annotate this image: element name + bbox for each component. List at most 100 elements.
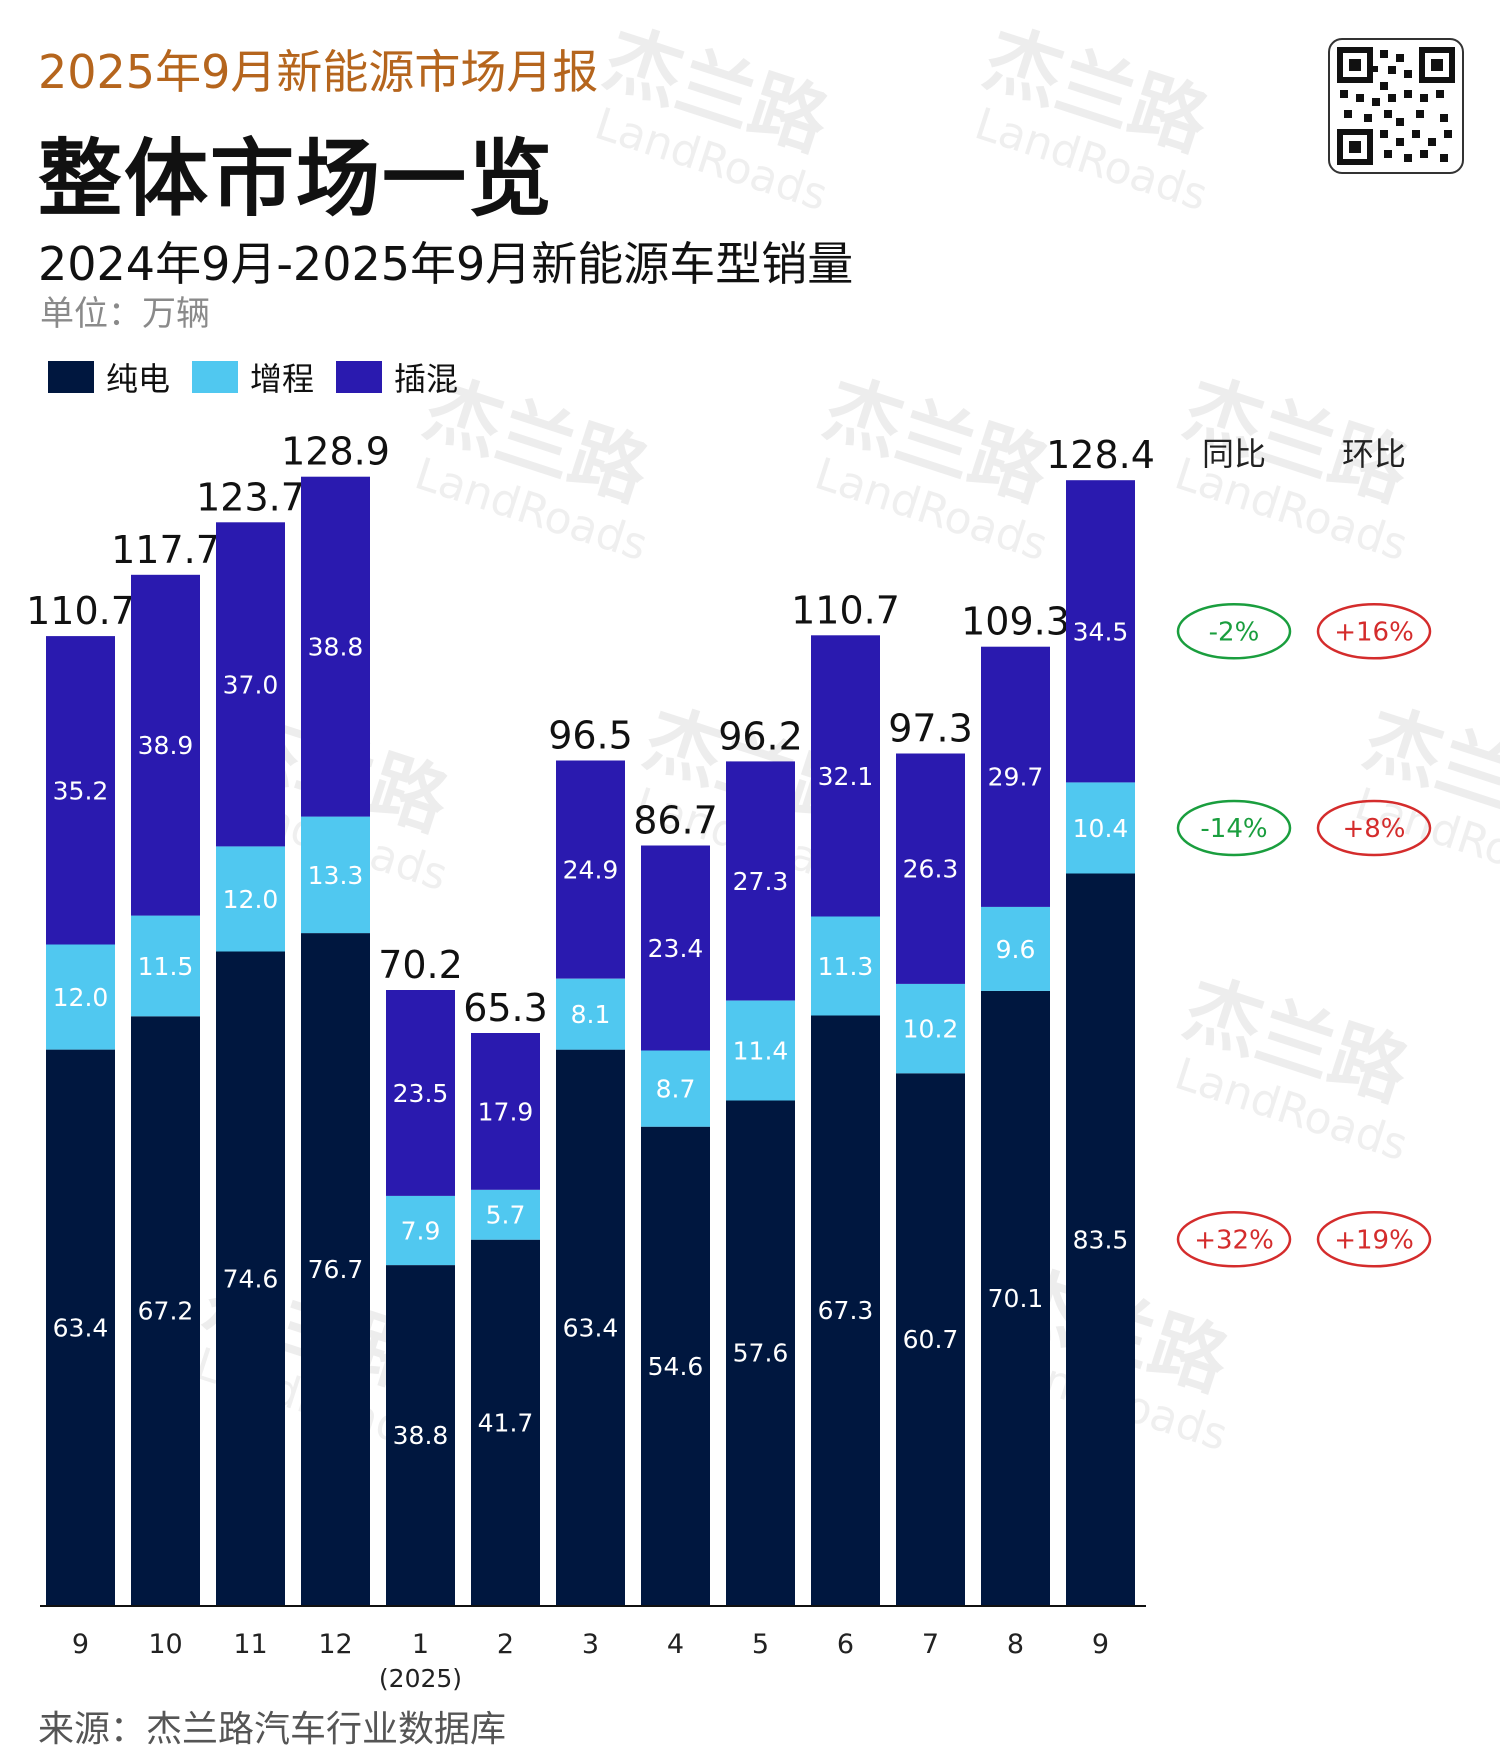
yoy-header: 同比	[1202, 435, 1266, 473]
bar-segment-erev	[131, 915, 200, 1017]
data-label-phev: 23.4	[648, 934, 704, 963]
bar-segment-bev	[641, 1126, 710, 1605]
data-label-phev: 38.9	[138, 731, 194, 760]
x-tick-label: 3	[582, 1629, 599, 1660]
bar-segment-phev	[131, 574, 200, 916]
bar-segment-erev	[726, 1000, 795, 1101]
bar-segment-phev	[386, 990, 455, 1196]
bar-segment-bev	[726, 1100, 795, 1605]
data-label-bev: 67.3	[818, 1296, 874, 1325]
data-label-bev: 63.4	[53, 1313, 109, 1342]
legend-swatch-erev	[192, 361, 239, 393]
data-label-bev: 57.6	[733, 1339, 789, 1368]
total-label: 97.3	[888, 707, 973, 751]
bar-segment-erev	[46, 944, 115, 1050]
change-value-mom: +19%	[1334, 1225, 1414, 1255]
change-value-yoy: -2%	[1209, 617, 1260, 647]
total-label: 65.3	[463, 986, 548, 1030]
change-badge-mom	[1316, 1211, 1432, 1268]
unit-label: 单位：万辆	[40, 294, 210, 334]
total-label: 110.7	[26, 589, 135, 633]
bar-segment-phev	[471, 1033, 540, 1190]
x-tick-label: 12	[318, 1629, 352, 1660]
total-label: 109.3	[961, 600, 1070, 644]
data-label-erev: 11.4	[733, 1037, 789, 1066]
data-label-phev: 24.9	[563, 856, 619, 885]
mom-header: 环比	[1342, 435, 1406, 473]
data-label-phev: 29.7	[988, 763, 1044, 792]
bar-segment-erev	[981, 906, 1050, 991]
total-label: 96.5	[548, 714, 633, 758]
total-label: 110.7	[791, 588, 900, 632]
legend-label-bev: 纯电	[106, 360, 171, 398]
change-value-mom: +8%	[1342, 814, 1405, 844]
x-tick-label: 1	[412, 1629, 429, 1660]
data-label-erev: 12.0	[53, 983, 109, 1012]
data-label-bev: 63.4	[563, 1313, 619, 1342]
bar-segment-phev	[301, 476, 370, 817]
data-label-bev: 70.1	[988, 1284, 1044, 1313]
data-label-bev: 67.2	[138, 1297, 194, 1326]
chart-legend: 纯电 增程 插混	[48, 354, 480, 400]
bar-segment-bev	[896, 1073, 965, 1605]
x-tick-label: 2	[497, 1629, 514, 1660]
total-label: 117.7	[111, 528, 220, 572]
total-label: 86.7	[633, 799, 718, 843]
bar-segment-bev	[301, 933, 370, 1605]
bar-segment-phev	[726, 761, 795, 1001]
data-label-bev: 41.7	[478, 1408, 534, 1437]
change-value-yoy: +32%	[1194, 1225, 1274, 1255]
total-label: 128.9	[281, 430, 390, 474]
data-label-bev: 54.6	[648, 1352, 704, 1381]
x-tick-label: 10	[148, 1629, 182, 1660]
bar-segment-erev	[216, 846, 285, 952]
bar-segment-erev	[811, 916, 880, 1016]
bar-segment-bev	[131, 1016, 200, 1605]
bar-segment-phev	[46, 636, 115, 945]
data-label-erev: 8.7	[656, 1075, 696, 1104]
total-label: 70.2	[378, 943, 463, 987]
data-label-phev: 26.3	[903, 855, 959, 884]
bar-segment-erev	[301, 816, 370, 934]
data-label-phev: 35.2	[53, 776, 109, 805]
stacked-bar-chart: 63.4 12.0 35.2 110.7 9 67.2 11.5 38.9 117.7 10 74.…	[26, 430, 1432, 1693]
x-tick-label: 4	[667, 1629, 684, 1660]
data-label-erev: 9.6	[996, 935, 1036, 964]
bar-segment-bev	[386, 1265, 455, 1605]
data-label-bev: 74.6	[223, 1264, 279, 1293]
x-tick-label: 9	[72, 1629, 89, 1660]
data-label-phev: 38.8	[308, 633, 364, 662]
bar-segment-phev	[896, 753, 965, 984]
data-label-erev: 7.9	[401, 1217, 441, 1246]
total-label: 128.4	[1046, 433, 1155, 477]
legend-label-phev: 插混	[394, 360, 459, 398]
x-tick-label: 5	[752, 1629, 769, 1660]
data-label-phev: 27.3	[733, 867, 789, 896]
data-label-phev: 17.9	[478, 1097, 534, 1126]
legend-item-erev: 增程	[192, 354, 314, 400]
bar-segment-bev	[471, 1239, 540, 1605]
data-label-bev: 38.8	[393, 1421, 449, 1450]
legend-item-phev: 插混	[336, 354, 458, 400]
data-label-erev: 8.1	[571, 1000, 611, 1029]
bar-segment-bev	[811, 1015, 880, 1605]
data-label-phev: 32.1	[818, 762, 874, 791]
change-badge-yoy	[1176, 1211, 1292, 1268]
change-badge-yoy	[1176, 799, 1292, 857]
data-label-erev: 13.3	[308, 861, 364, 890]
data-label-bev: 83.5	[1073, 1225, 1129, 1254]
chart-title: 2024年9月-2025年9月新能源车型销量	[38, 237, 854, 291]
data-label-phev: 34.5	[1073, 617, 1129, 646]
change-badge-mom	[1316, 603, 1432, 660]
bar-segment-erev	[1066, 782, 1135, 874]
bar-segment-erev	[471, 1189, 540, 1240]
change-value-mom: +16%	[1334, 617, 1414, 647]
qr-code-icon[interactable]	[1328, 38, 1464, 174]
bar-segment-erev	[386, 1195, 455, 1266]
bar-segment-erev	[896, 983, 965, 1074]
data-label-erev: 12.0	[223, 885, 279, 914]
total-label: 123.7	[196, 475, 305, 519]
data-label-phev: 37.0	[223, 670, 279, 699]
x-tick-label: 7	[922, 1629, 939, 1660]
bar-segment-bev	[1066, 873, 1135, 1605]
